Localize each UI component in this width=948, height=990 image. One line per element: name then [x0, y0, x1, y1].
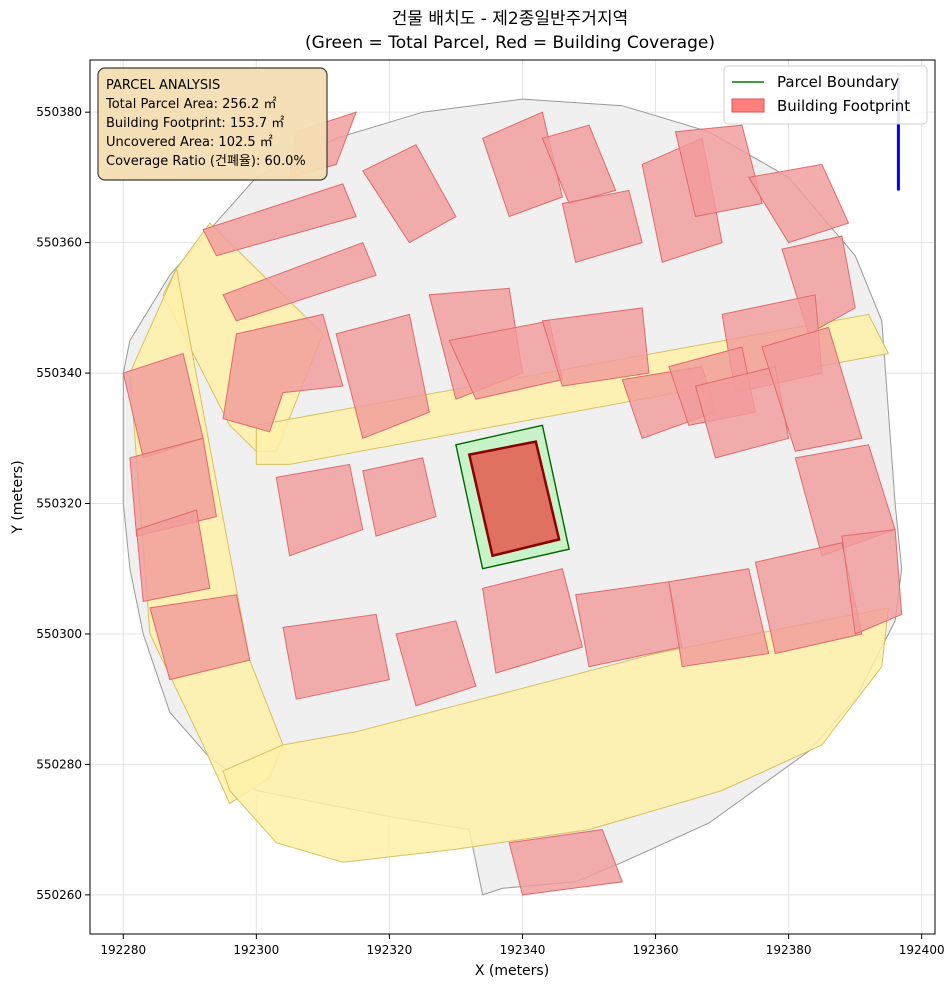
y-tick-label: 550360 [36, 236, 82, 250]
y-tick-label: 550380 [36, 105, 82, 119]
building-footprint [282, 613, 390, 700]
building-footprint [541, 124, 617, 205]
x-tick-label: 192280 [100, 943, 146, 957]
building-footprint [335, 313, 430, 439]
building-footprint [149, 594, 251, 681]
x-tick-label: 192380 [766, 943, 812, 957]
building-footprint [508, 829, 623, 896]
building-footprint [222, 241, 377, 322]
building-footprint [747, 163, 850, 244]
building-footprint [222, 313, 344, 433]
chart-title-line2: (Green = Total Parcel, Red = Building Co… [305, 33, 715, 53]
building-footprint [668, 568, 770, 668]
info-line-footprint: Building Footprint: 153.7 ㎡ [106, 116, 284, 131]
building-footprint [694, 365, 790, 459]
building-footprint [541, 307, 650, 387]
building-footprint [136, 509, 211, 602]
plot-area [122, 73, 903, 896]
y-tick-label: 550340 [36, 366, 82, 380]
legend-parcel-label: Parcel Boundary [777, 73, 899, 91]
parcel-analysis-box: PARCEL ANALYSIS Total Parcel Area: 256.2… [97, 67, 328, 181]
info-line-coverage: Coverage Ratio (건폐율): 60.0% [106, 154, 306, 169]
building-footprint [202, 183, 357, 257]
y-tick-label: 550320 [36, 497, 82, 511]
x-tick-label: 192320 [367, 943, 413, 957]
legend-building-swatch [731, 98, 765, 113]
building-footprint [482, 568, 584, 674]
x-tick-label: 192340 [500, 943, 546, 957]
target-building-footprint [467, 440, 561, 558]
building-footprint [395, 620, 477, 707]
info-line-uncovered: Uncovered Area: 102.5 ㎡ [106, 135, 273, 150]
building-footprint [275, 463, 364, 557]
y-tick-label: 550300 [36, 627, 82, 641]
building-footprint [362, 457, 437, 537]
building-footprint [754, 542, 863, 655]
x-axis-label: X (meters) [475, 963, 549, 979]
road-polygon [222, 607, 889, 863]
axes-frame [89, 59, 936, 935]
axis-ticks: 192280 192300 192320 192340 192360 192380 1924… [36, 105, 944, 957]
x-tick-label: 192360 [633, 943, 679, 957]
legend: Parcel Boundary Building Footprint [723, 65, 928, 125]
x-tick-label: 192400 [899, 943, 945, 957]
y-axis-label: Y (meters) [10, 460, 26, 534]
building-footprint [674, 124, 763, 218]
legend-building-label: Building Footprint [777, 97, 910, 115]
y-tick-label: 550280 [36, 757, 82, 771]
building-footprint [841, 529, 903, 635]
info-line-total-area: Total Parcel Area: 256.2 ㎡ [105, 97, 276, 112]
building-footprint [761, 326, 863, 452]
chart-title-line1: 건물 배치도 - 제2종일반주거지역 [392, 9, 628, 29]
y-tick-label: 550260 [36, 888, 82, 902]
info-heading: PARCEL ANALYSIS [106, 78, 220, 93]
building-footprint [362, 144, 457, 244]
building-footprint [561, 189, 643, 263]
x-tick-label: 192300 [233, 943, 279, 957]
